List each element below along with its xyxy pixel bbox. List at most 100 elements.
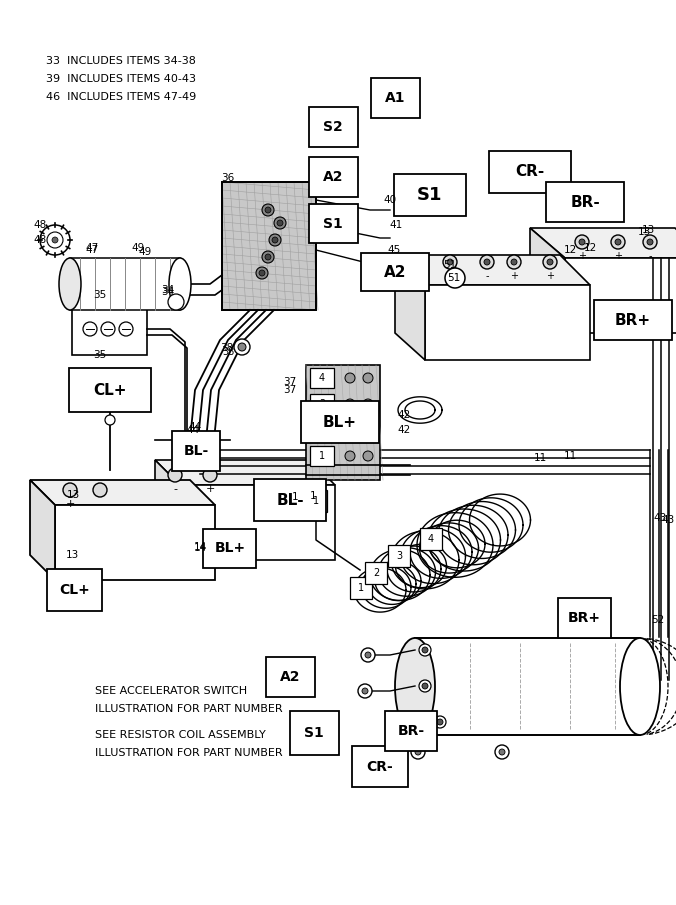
- Bar: [310, 368, 334, 388]
- Text: S2: S2: [323, 119, 343, 134]
- Text: 12: 12: [563, 245, 577, 255]
- Text: -: -: [485, 271, 489, 281]
- Ellipse shape: [59, 258, 81, 310]
- Bar: [394, 174, 466, 216]
- Text: 45: 45: [387, 245, 401, 255]
- Polygon shape: [565, 258, 676, 333]
- Bar: [361, 253, 429, 291]
- Bar: [310, 394, 334, 414]
- Circle shape: [484, 259, 490, 265]
- Text: 4: 4: [319, 373, 325, 383]
- Text: 42: 42: [397, 425, 410, 435]
- Circle shape: [265, 254, 271, 260]
- Text: A2: A2: [281, 670, 301, 684]
- Bar: [47, 569, 102, 611]
- Bar: [350, 577, 372, 599]
- Polygon shape: [155, 460, 335, 485]
- Text: BR+: BR+: [569, 611, 601, 625]
- Bar: [352, 746, 408, 787]
- Text: 13: 13: [637, 227, 650, 237]
- Bar: [546, 182, 624, 222]
- Bar: [371, 78, 420, 118]
- Bar: [309, 157, 358, 197]
- Circle shape: [363, 399, 373, 409]
- Text: S1: S1: [304, 726, 324, 740]
- Circle shape: [434, 716, 446, 728]
- Text: ILLUSTRATION FOR PART NUMBER: ILLUSTRATION FOR PART NUMBER: [95, 704, 283, 714]
- Circle shape: [543, 255, 557, 269]
- Circle shape: [507, 255, 521, 269]
- Text: 35: 35: [93, 290, 107, 300]
- Text: 12: 12: [583, 243, 597, 253]
- Text: 11: 11: [533, 453, 547, 463]
- Polygon shape: [306, 365, 380, 480]
- Text: 37: 37: [283, 377, 297, 387]
- Text: 3: 3: [396, 551, 402, 561]
- Text: ILLUSTRATION FOR PART NUMBER: ILLUSTRATION FOR PART NUMBER: [95, 748, 283, 758]
- Circle shape: [422, 647, 428, 653]
- Text: 47: 47: [85, 245, 99, 255]
- Circle shape: [363, 425, 373, 435]
- Text: 36: 36: [221, 173, 235, 183]
- Text: 43: 43: [654, 513, 667, 523]
- Text: SEE ACCELERATOR SWITCH: SEE ACCELERATOR SWITCH: [95, 686, 247, 696]
- Bar: [310, 446, 334, 466]
- Circle shape: [511, 259, 517, 265]
- Polygon shape: [425, 285, 590, 360]
- Circle shape: [262, 251, 274, 263]
- Text: 4: 4: [428, 534, 434, 544]
- Text: 14: 14: [193, 543, 207, 553]
- Bar: [365, 562, 387, 584]
- Circle shape: [447, 259, 453, 265]
- Text: 39  INCLUDES ITEMS 40-43: 39 INCLUDES ITEMS 40-43: [46, 74, 196, 84]
- Circle shape: [47, 232, 63, 248]
- Ellipse shape: [395, 638, 435, 735]
- Text: S1: S1: [417, 186, 443, 204]
- Text: 1: 1: [319, 451, 325, 461]
- Text: 14: 14: [193, 542, 207, 552]
- Circle shape: [265, 207, 271, 213]
- Text: A2: A2: [384, 264, 406, 280]
- Text: 1: 1: [310, 491, 316, 501]
- Text: 40: 40: [383, 195, 397, 205]
- Text: 51: 51: [443, 260, 456, 270]
- Circle shape: [234, 339, 250, 355]
- Text: 49: 49: [131, 243, 145, 253]
- Polygon shape: [395, 255, 590, 285]
- Bar: [489, 151, 571, 193]
- Polygon shape: [30, 480, 215, 505]
- Circle shape: [363, 373, 373, 383]
- Circle shape: [361, 648, 375, 662]
- Text: +: +: [546, 271, 554, 281]
- Circle shape: [105, 415, 115, 425]
- Bar: [594, 300, 672, 340]
- Circle shape: [83, 322, 97, 336]
- Circle shape: [643, 235, 657, 249]
- Circle shape: [363, 451, 373, 461]
- Text: 35: 35: [93, 350, 107, 360]
- Text: CL+: CL+: [93, 383, 127, 397]
- Polygon shape: [55, 505, 215, 580]
- Text: 48: 48: [33, 235, 47, 245]
- Circle shape: [575, 235, 589, 249]
- Text: 13: 13: [66, 490, 80, 500]
- Bar: [290, 711, 339, 755]
- Circle shape: [411, 745, 425, 759]
- Circle shape: [203, 468, 217, 482]
- Polygon shape: [395, 255, 425, 360]
- Circle shape: [101, 322, 115, 336]
- Bar: [420, 528, 442, 550]
- Circle shape: [579, 239, 585, 245]
- Circle shape: [262, 204, 274, 216]
- Circle shape: [274, 217, 286, 229]
- Circle shape: [168, 294, 184, 310]
- Text: 1: 1: [313, 496, 319, 506]
- Circle shape: [269, 234, 281, 246]
- Polygon shape: [70, 258, 180, 310]
- Circle shape: [480, 255, 494, 269]
- Bar: [385, 711, 437, 751]
- Circle shape: [445, 268, 465, 288]
- Circle shape: [256, 267, 268, 279]
- Text: 11: 11: [563, 451, 577, 461]
- Text: +: +: [614, 251, 622, 261]
